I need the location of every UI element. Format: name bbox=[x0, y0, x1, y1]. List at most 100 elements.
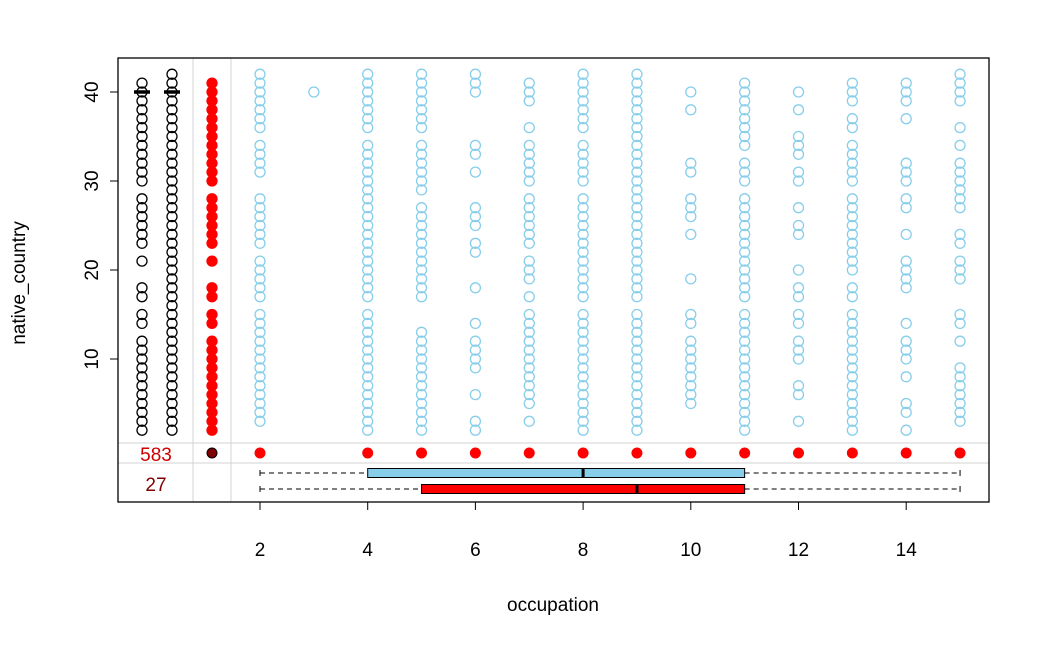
point-observed bbox=[523, 157, 535, 169]
point-observed bbox=[415, 219, 428, 232]
point-observed bbox=[631, 291, 643, 303]
point-both-missing bbox=[166, 388, 178, 401]
point-observed bbox=[739, 219, 751, 232]
point-both-missing bbox=[166, 246, 178, 258]
point-observed bbox=[415, 371, 428, 383]
point-observed bbox=[577, 157, 589, 169]
point-observed bbox=[631, 397, 643, 410]
point-observed bbox=[792, 264, 805, 276]
point-observed bbox=[254, 95, 266, 107]
point-observed bbox=[631, 264, 643, 276]
y-tick-label: 30 bbox=[82, 170, 103, 191]
point-both-missing bbox=[166, 406, 178, 419]
point-observed bbox=[739, 291, 751, 303]
point-observed bbox=[577, 397, 589, 410]
point-observed bbox=[577, 104, 589, 116]
point-observed bbox=[846, 95, 858, 107]
point-observed bbox=[577, 362, 589, 374]
point-observed bbox=[415, 415, 428, 427]
point-observed bbox=[469, 237, 482, 249]
point-observed bbox=[792, 415, 805, 427]
point-missing-y bbox=[577, 447, 589, 459]
missing-strip bbox=[206, 447, 966, 459]
point-observed bbox=[415, 86, 428, 98]
point-observed bbox=[685, 210, 697, 223]
point-both-missing bbox=[136, 255, 148, 267]
point-observed bbox=[362, 388, 374, 401]
point-observed bbox=[523, 210, 535, 223]
point-observed bbox=[900, 406, 912, 419]
point-observed bbox=[685, 371, 697, 383]
point-observed bbox=[900, 371, 912, 383]
point-observed bbox=[900, 175, 912, 187]
point-observed bbox=[362, 68, 374, 80]
point-both-missing bbox=[166, 397, 178, 410]
point-both-missing bbox=[166, 184, 178, 196]
point-observed bbox=[415, 202, 428, 214]
point-observed bbox=[469, 166, 482, 178]
point-missing-x bbox=[206, 335, 218, 347]
point-observed bbox=[362, 104, 374, 116]
x-tick-label: 12 bbox=[788, 540, 809, 561]
point-observed bbox=[362, 157, 374, 169]
point-observed bbox=[523, 362, 535, 374]
point-observed bbox=[739, 424, 751, 436]
point-observed bbox=[900, 397, 912, 410]
point-observed bbox=[523, 166, 535, 178]
box-body bbox=[421, 484, 746, 494]
point-both-missing bbox=[166, 148, 178, 160]
point-observed bbox=[415, 148, 428, 160]
point-observed bbox=[577, 210, 589, 223]
point-observed bbox=[415, 68, 428, 80]
point-observed bbox=[685, 344, 697, 356]
point-observed bbox=[900, 193, 912, 205]
point-observed bbox=[362, 148, 374, 160]
point-observed bbox=[469, 68, 482, 80]
point-observed bbox=[362, 175, 374, 187]
point-observed bbox=[954, 139, 966, 152]
point-observed bbox=[846, 326, 858, 338]
point-observed bbox=[254, 317, 266, 330]
point-observed bbox=[523, 326, 535, 338]
point-observed bbox=[254, 264, 266, 276]
point-observed bbox=[954, 264, 966, 276]
point-observed bbox=[469, 210, 482, 223]
point-observed bbox=[631, 406, 643, 419]
point-observed bbox=[523, 344, 535, 356]
point-observed bbox=[846, 202, 858, 214]
point-observed bbox=[900, 344, 912, 356]
point-both-missing bbox=[166, 95, 178, 107]
point-observed bbox=[631, 77, 643, 89]
point-observed bbox=[739, 246, 751, 258]
point-observed bbox=[469, 148, 482, 160]
point-observed bbox=[739, 193, 751, 205]
point-observed bbox=[415, 246, 428, 258]
point-observed bbox=[577, 237, 589, 249]
point-observed bbox=[254, 388, 266, 401]
point-observed bbox=[254, 157, 266, 169]
point-observed bbox=[577, 264, 589, 276]
point-observed bbox=[415, 184, 428, 196]
point-observed bbox=[739, 335, 751, 347]
point-both-missing bbox=[166, 424, 178, 436]
count-missing-both: 27 bbox=[145, 475, 166, 496]
point-missing-y bbox=[846, 447, 858, 459]
point-observed bbox=[577, 380, 589, 392]
point-observed bbox=[846, 406, 858, 419]
point-observed bbox=[954, 228, 966, 241]
point-observed bbox=[469, 335, 482, 347]
point-observed bbox=[954, 77, 966, 89]
point-observed bbox=[846, 371, 858, 383]
point-observed bbox=[523, 202, 535, 214]
point-both-missing bbox=[136, 308, 148, 321]
point-observed bbox=[254, 166, 266, 178]
point-observed bbox=[254, 139, 266, 152]
point-observed bbox=[685, 380, 697, 392]
point-observed bbox=[739, 255, 751, 267]
point-both-missing bbox=[166, 193, 178, 205]
point-observed bbox=[900, 255, 912, 267]
point-both-missing bbox=[166, 157, 178, 169]
point-observed bbox=[685, 104, 697, 116]
point-observed bbox=[685, 397, 697, 410]
point-observed bbox=[739, 264, 751, 276]
